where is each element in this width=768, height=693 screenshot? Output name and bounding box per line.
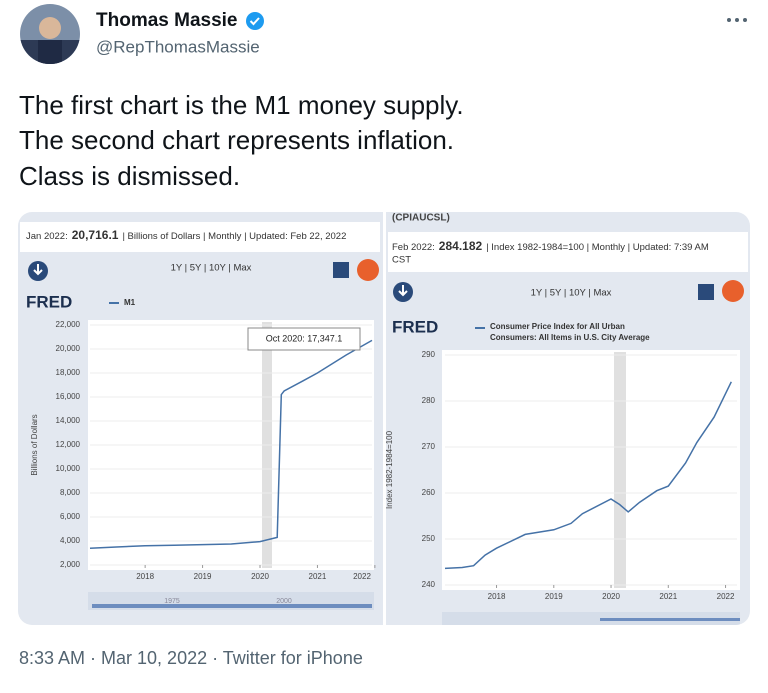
series-id: (CPIAUCSL) [392, 213, 450, 224]
legend-label: M1 [124, 298, 136, 307]
y-tick-label: 260 [422, 488, 436, 497]
y-tick-label: 20,000 [56, 344, 81, 353]
x-tick-label: 2020 [602, 592, 620, 601]
y-tick-label: 16,000 [56, 392, 81, 401]
line-series [444, 381, 732, 570]
x-tick-label: 2019 [545, 592, 563, 601]
y-tick-label: 8,000 [60, 488, 81, 497]
chart-header: Jan 2022: 20,716.1 | Billions of Dollars |… [26, 228, 346, 242]
y-tick-label: 270 [422, 442, 436, 451]
legend-label: Consumer Price Index for All Urban [490, 322, 625, 331]
download-icon[interactable] [393, 282, 413, 302]
tooltip-box [247, 327, 361, 351]
y-tick-label: 4,000 [60, 536, 81, 545]
y-tick-label: 14,000 [56, 416, 81, 425]
y-tick-label: 6,000 [60, 512, 81, 521]
header-part: Feb 2022: [392, 242, 435, 253]
more-button[interactable] [727, 18, 747, 22]
y-axis-label: Index 1982-1984=100 [385, 430, 394, 509]
author-name[interactable]: Thomas Massie [96, 10, 238, 31]
x-tick-label: 2022 [353, 572, 371, 581]
download-icon[interactable] [28, 261, 48, 281]
tooltip: Oct 2020: 17,347.1 [266, 333, 343, 343]
calendar-icon[interactable] [698, 284, 714, 300]
header-part: | Index 1982-1984=100 | Monthly | Update… [486, 242, 709, 253]
chart-header: CST [392, 255, 411, 266]
range-buttons[interactable]: 1Y | 5Y | 10Y | Max [171, 263, 252, 274]
tweet-text: The second chart represents inflation. [19, 125, 454, 155]
chart-header: Feb 2022: 284.182 | Index 1982-1984=100 | … [392, 239, 709, 253]
author-handle[interactable]: @RepThomasMassie [96, 37, 260, 56]
header-part: 20,716.1 [72, 228, 119, 242]
y-tick-label: 22,000 [56, 320, 81, 329]
y-tick-label: 12,000 [56, 440, 81, 449]
y-tick-label: 290 [422, 350, 436, 359]
x-tick-label: 2021 [659, 592, 677, 601]
tweet-timestamp[interactable]: 8:33 AM · Mar 10, 2022 · Twitter for iPh… [19, 648, 363, 668]
calendar-icon[interactable] [333, 262, 349, 278]
navigator-label: 1975 [164, 598, 180, 605]
tweet-images[interactable]: Jan 2022: 20,716.1 | Billions of Dollars |… [18, 212, 750, 626]
header-part: 284.182 [439, 239, 483, 253]
range-buttons[interactable]: 1Y | 5Y | 10Y | Max [531, 288, 612, 299]
y-tick-label: 18,000 [56, 368, 81, 377]
x-tick-label: 2018 [488, 592, 506, 601]
verified-badge [246, 12, 264, 30]
legend-label: Consumers: All Items in U.S. City Averag… [490, 333, 650, 342]
line-series [89, 339, 373, 549]
x-tick-label: 2019 [194, 572, 212, 581]
x-tick-label: 2021 [309, 572, 327, 581]
header-part: Jan 2022: [26, 231, 68, 242]
y-tick-label: 10,000 [56, 464, 81, 473]
header-part: | Billions of Dollars | Monthly | Update… [122, 231, 346, 242]
settings-icon[interactable] [722, 280, 744, 302]
x-tick-label: 2018 [136, 572, 154, 581]
y-axis-label: Billions of Dollars [30, 414, 39, 475]
y-tick-label: 240 [422, 580, 436, 589]
fred-logo: FRED [392, 317, 438, 336]
y-tick-label: 250 [422, 534, 436, 543]
y-tick-label: 2,000 [60, 560, 81, 569]
x-tick-label: 2022 [717, 592, 735, 601]
tweet-text: The first chart is the M1 money supply. [19, 90, 464, 120]
fred-logo: FRED [26, 292, 72, 311]
tweet-text: Class is dismissed. [19, 161, 240, 191]
navigator-label: 2000 [276, 598, 292, 605]
settings-icon[interactable] [357, 259, 379, 281]
avatar[interactable] [20, 4, 80, 64]
y-tick-label: 280 [422, 396, 436, 405]
x-tick-label: 2020 [251, 572, 269, 581]
